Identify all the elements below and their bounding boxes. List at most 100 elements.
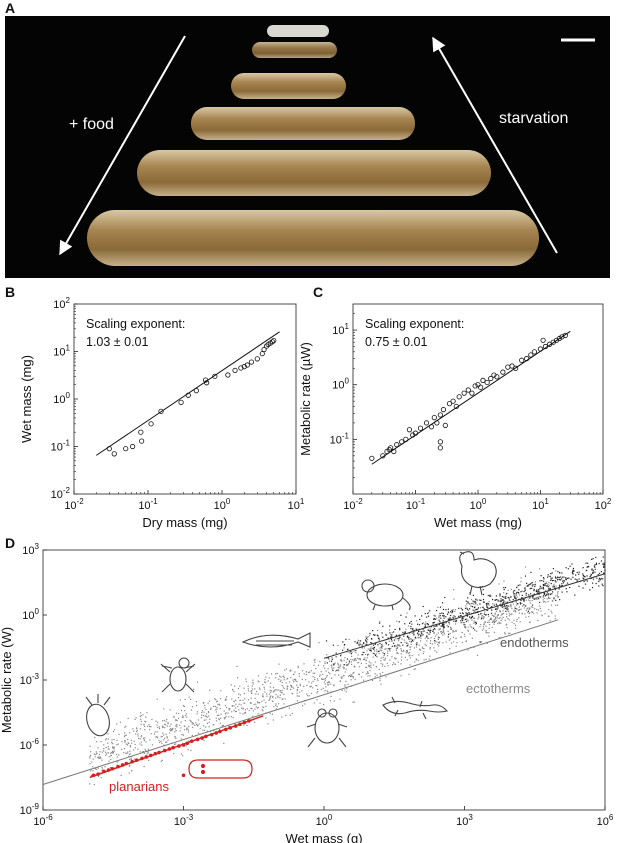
ectotherm-point (111, 751, 113, 754)
endotherm-point (373, 648, 375, 650)
ectotherm-point (254, 697, 256, 700)
ectotherm-point (218, 703, 221, 705)
endotherm-point (588, 566, 590, 568)
ectotherm-point (275, 704, 277, 707)
plot-frame-d (42, 549, 606, 811)
ectotherm-point (465, 618, 468, 620)
ectotherm-point (369, 669, 371, 672)
ectotherm-point (298, 695, 300, 697)
ectotherm-point (467, 626, 469, 628)
ectotherm-point (354, 658, 357, 660)
ectotherm-point (187, 729, 190, 731)
ectotherm-point (163, 739, 165, 741)
endotherm-point (539, 588, 541, 590)
ectotherm-point (313, 659, 315, 661)
ectotherm-point (160, 740, 162, 742)
endotherm-point (412, 632, 414, 634)
endotherm-point (420, 635, 422, 637)
ectotherm-point (446, 624, 448, 627)
ectotherm-point (225, 699, 227, 701)
ectotherm-point (433, 614, 435, 616)
scaling-annotation-title-c: Scaling exponent: (365, 317, 464, 331)
endotherm-point (503, 589, 505, 591)
data-point-c (491, 372, 497, 378)
planarian-data-point (242, 720, 247, 725)
endotherm-point (484, 621, 486, 623)
ectotherm-point (465, 611, 467, 614)
endotherm-point (594, 564, 596, 566)
ectotherm-point (107, 738, 109, 740)
ectotherm-point (516, 586, 518, 588)
endotherm-point (438, 637, 440, 639)
endotherm-point (592, 578, 595, 580)
ectotherm-point (139, 738, 141, 740)
ectotherm-point (469, 633, 471, 635)
ectotherm-point (491, 626, 493, 629)
data-point-c (494, 374, 500, 380)
ectotherm-point (221, 725, 223, 727)
ectotherm-point (464, 635, 466, 638)
ectotherm-point (270, 691, 272, 693)
ectotherm-point (205, 713, 208, 715)
ectotherm-point (510, 604, 512, 606)
ectotherm-point (251, 688, 254, 690)
ectotherm-point (182, 705, 184, 707)
endotherm-point (572, 570, 574, 572)
ectotherm-point (424, 643, 426, 645)
data-point-c (434, 420, 440, 426)
ectotherm-point (388, 629, 391, 631)
endotherm-point (543, 593, 546, 595)
ectotherm-point (250, 707, 252, 710)
endotherm-point (571, 563, 573, 565)
ectotherm-point (359, 645, 361, 647)
ectotherm-point (364, 657, 366, 659)
ectotherm-point (180, 753, 182, 755)
endotherm-point (578, 585, 580, 587)
ectotherm-point (237, 697, 240, 699)
endotherm-point (478, 614, 480, 616)
ectotherm-point (254, 708, 256, 710)
endotherm-point (590, 574, 592, 577)
ectotherm-point (290, 685, 292, 687)
ectotherm-point (199, 727, 201, 730)
endotherm-point (385, 634, 387, 636)
ectotherm-point (248, 709, 250, 712)
endotherm-point (391, 645, 393, 647)
ectotherm-point (387, 648, 389, 650)
ectotherm-point (206, 722, 209, 724)
ectotherm-point (348, 638, 350, 640)
ectotherm-point (292, 687, 295, 689)
endotherm-point (412, 628, 414, 630)
endotherm-point (557, 596, 559, 598)
planarian-icon-eye (200, 763, 206, 769)
ectotherm-point (485, 632, 487, 634)
data-point-b (106, 446, 112, 452)
ectotherm-point (555, 604, 557, 606)
ectotherm-point (414, 661, 416, 663)
endotherm-point (495, 595, 497, 597)
endotherm-point (505, 604, 507, 607)
ectotherm-point (145, 721, 147, 723)
ectotherm-point (365, 636, 367, 638)
x-tick-label-b-3: 101 (288, 497, 305, 512)
endotherm-point (398, 638, 400, 640)
ectotherm-point (390, 633, 392, 636)
ectotherm-point (268, 693, 271, 695)
endotherm-point (447, 633, 450, 635)
endotherm-point (504, 597, 506, 599)
endotherm-point (503, 604, 506, 606)
planarian-data-point (204, 734, 208, 739)
endotherm-point (342, 649, 344, 651)
endotherm-point (538, 590, 540, 592)
ectotherm-point (433, 626, 435, 628)
ectotherm-point (233, 705, 235, 707)
ectotherm-point (543, 597, 545, 599)
ectotherm-point (335, 656, 337, 658)
ectotherm-point (317, 664, 320, 666)
endotherm-point (559, 599, 561, 601)
ectotherm-point (528, 612, 530, 615)
data-point-b (185, 392, 191, 398)
data-point-b (193, 388, 199, 394)
ectotherm-point (540, 587, 542, 589)
ectotherm-point (128, 753, 130, 755)
